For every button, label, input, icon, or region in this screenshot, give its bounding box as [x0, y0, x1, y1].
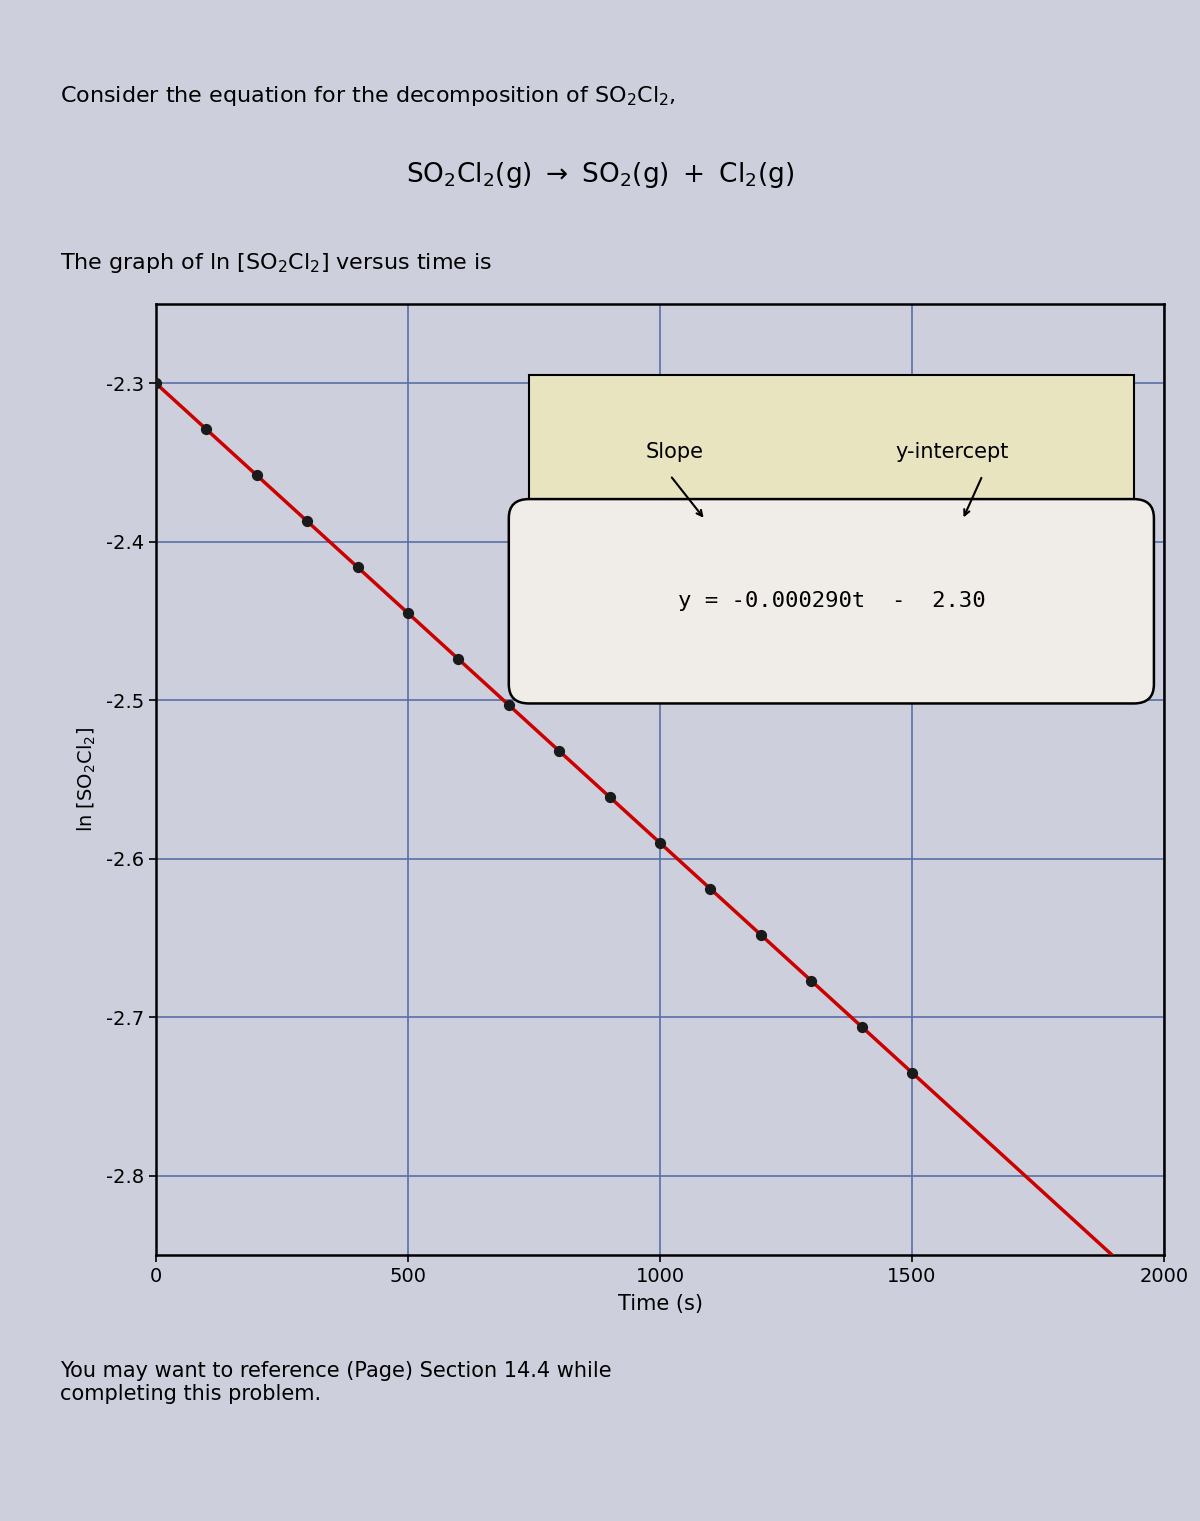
- Point: [298, 510, 317, 534]
- Point: [802, 969, 821, 993]
- Point: [751, 923, 770, 948]
- Point: [197, 417, 216, 441]
- Text: $\mathregular{SO_2Cl_2(g)\ \rightarrow\ SO_2(g)\ +\ Cl_2(g)}$: $\mathregular{SO_2Cl_2(g)\ \rightarrow\ …: [406, 160, 794, 190]
- Point: [902, 1060, 922, 1084]
- Point: [600, 785, 619, 809]
- Point: [398, 601, 418, 625]
- Text: Slope: Slope: [646, 441, 704, 461]
- Text: y = -0.000290t  -  2.30: y = -0.000290t - 2.30: [678, 590, 985, 611]
- Point: [650, 830, 670, 855]
- Point: [247, 462, 266, 487]
- Y-axis label: ln $\mathregular{[SO_2Cl_2]}$: ln $\mathregular{[SO_2Cl_2]}$: [76, 727, 97, 832]
- Point: [348, 555, 367, 580]
- Point: [701, 876, 720, 900]
- Point: [146, 371, 166, 395]
- Text: Consider the equation for the decomposition of $\mathregular{SO_2Cl_2}$,: Consider the equation for the decomposit…: [60, 84, 676, 108]
- Point: [852, 1015, 871, 1039]
- X-axis label: Time (s): Time (s): [618, 1294, 702, 1314]
- FancyBboxPatch shape: [509, 499, 1154, 703]
- Point: [499, 694, 518, 718]
- Text: The graph of ln $\mathregular{[SO_2Cl_2]}$ versus time is: The graph of ln $\mathregular{[SO_2Cl_2]…: [60, 251, 492, 275]
- Point: [449, 646, 468, 671]
- Text: You may want to reference (Page) Section 14.4 while
completing this problem.: You may want to reference (Page) Section…: [60, 1361, 612, 1404]
- FancyBboxPatch shape: [529, 376, 1134, 541]
- Text: y-intercept: y-intercept: [895, 441, 1009, 461]
- Point: [550, 739, 569, 764]
